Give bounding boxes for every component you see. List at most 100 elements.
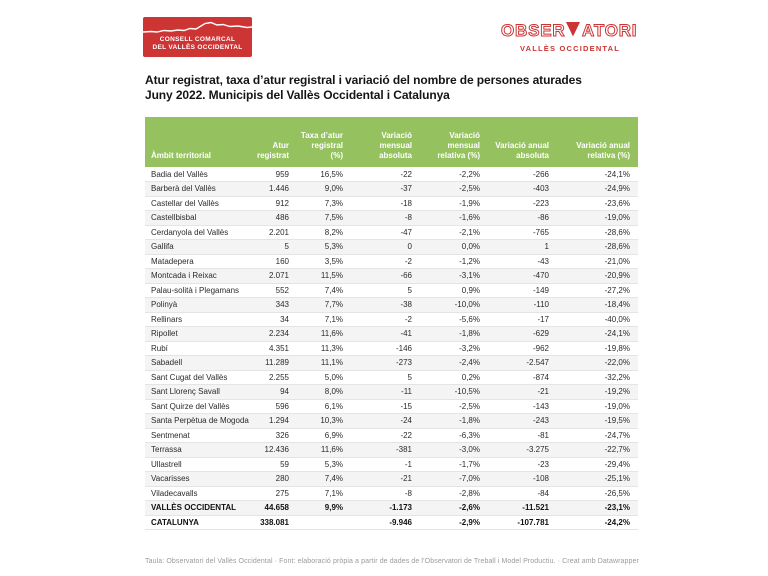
value-cell: 6,1% xyxy=(297,399,351,414)
territory-cell: Sant Llorenç Savall xyxy=(145,384,250,400)
value-cell: -110 xyxy=(488,297,557,313)
value-cell: -29,4% xyxy=(557,457,638,472)
value-cell: 8,0% xyxy=(297,384,351,400)
value-cell: -26,5% xyxy=(557,486,638,501)
value-cell: -2 xyxy=(351,254,420,269)
value-cell: -8 xyxy=(351,210,420,226)
value-cell: 343 xyxy=(250,297,297,313)
value-cell: 5 xyxy=(351,283,420,298)
value-cell: -28,6% xyxy=(557,225,638,240)
value-cell: -10,0% xyxy=(420,297,488,313)
value-cell: -27,2% xyxy=(557,283,638,298)
table-row: Barberà del Vallès 1.446 9,0% -37 -2,5% -403-… xyxy=(145,181,638,197)
table-row: Sant Cugat del Vallès 2.255 5,0% 5 0,2% -874-… xyxy=(145,370,638,385)
territory-cell: Ripollet xyxy=(145,326,250,342)
value-cell: 94 xyxy=(250,384,297,400)
value-cell: -2,2% xyxy=(420,167,488,182)
value-cell: -18,4% xyxy=(557,297,638,313)
value-cell: -24 xyxy=(351,413,420,429)
value-cell: -1,8% xyxy=(420,413,488,429)
title-line2: Juny 2022. Municipis del Vallès Occident… xyxy=(145,88,450,102)
value-cell: 959 xyxy=(250,167,297,182)
value-cell: -1.173 xyxy=(351,500,420,516)
table-header-row: Àmbit territorial Atur registrat Taxa d’at… xyxy=(145,117,638,167)
value-cell: -41 xyxy=(351,326,420,342)
observatori-wordmark-icon: OBSER ATORI xyxy=(501,21,638,41)
value-cell: -3.275 xyxy=(488,442,557,458)
value-cell: 44.658 xyxy=(250,500,297,516)
value-cell: -5,6% xyxy=(420,312,488,327)
value-cell: -28,6% xyxy=(557,239,638,255)
value-cell: -24,9% xyxy=(557,181,638,197)
territory-cell: Sentmenat xyxy=(145,428,250,443)
mountain-ridge-icon xyxy=(143,21,252,33)
value-cell: -11.521 xyxy=(488,500,557,516)
territory-cell: Sant Quirze del Vallès xyxy=(145,399,250,414)
consell-comarcal-logo-line2: DEL VALLÈS OCCIDENTAL xyxy=(152,44,243,51)
territory-cell: Ullastrell xyxy=(145,457,250,472)
value-cell: -3,0% xyxy=(420,442,488,458)
value-cell: -10,5% xyxy=(420,384,488,400)
value-cell: -470 xyxy=(488,268,557,284)
value-cell: -15 xyxy=(351,399,420,414)
value-cell: 11,6% xyxy=(297,326,351,342)
value-cell: -18 xyxy=(351,196,420,211)
value-cell: -243 xyxy=(488,413,557,429)
territory-cell: Rellinars xyxy=(145,312,250,327)
value-cell: -2.547 xyxy=(488,355,557,371)
value-cell: -2,1% xyxy=(420,225,488,240)
value-cell: -3,2% xyxy=(420,341,488,356)
value-cell: -1,9% xyxy=(420,196,488,211)
value-cell: -19,0% xyxy=(557,399,638,414)
territory-cell: Terrassa xyxy=(145,442,250,458)
value-cell: 9,9% xyxy=(297,500,351,516)
value-cell: -3,1% xyxy=(420,268,488,284)
value-cell: -81 xyxy=(488,428,557,443)
observatori-subtitle: VALLÈS OCCIDENTAL xyxy=(519,44,621,53)
value-cell: -32,2% xyxy=(557,370,638,385)
consell-comarcal-logo-line1: CONSELL COMARCAL xyxy=(159,36,236,43)
territory-cell: Barberà del Vallès xyxy=(145,181,250,197)
value-cell: -962 xyxy=(488,341,557,356)
value-cell: 596 xyxy=(250,399,297,414)
value-cell: -149 xyxy=(488,283,557,298)
table-row: Castellar del Vallès 912 7,3% -18 -1,9% -223-… xyxy=(145,196,638,211)
value-cell: 1 xyxy=(488,239,557,255)
value-cell: -629 xyxy=(488,326,557,342)
value-cell: -19,8% xyxy=(557,341,638,356)
value-cell: 2.234 xyxy=(250,326,297,342)
value-cell: 275 xyxy=(250,486,297,501)
value-cell: 3,5% xyxy=(297,254,351,269)
value-cell: -66 xyxy=(351,268,420,284)
value-cell: 4.351 xyxy=(250,341,297,356)
observatori-word-start: OBSER xyxy=(501,21,565,40)
value-cell: 7,1% xyxy=(297,486,351,501)
value-cell: -2,5% xyxy=(420,181,488,197)
value-cell: 0,0% xyxy=(420,239,488,255)
territory-cell: Castellar del Vallès xyxy=(145,196,250,211)
value-cell: 5,3% xyxy=(297,457,351,472)
value-cell: -2,9% xyxy=(420,514,488,530)
value-cell: -22 xyxy=(351,428,420,443)
observatori-word-end: ATORI xyxy=(582,21,637,40)
value-cell: -1 xyxy=(351,457,420,472)
table-row: Polinyà 343 7,7% -38 -10,0% -110 -18,4% xyxy=(145,297,638,313)
observatori-logo: OBSER ATORI VALLÈS OCCIDENTAL xyxy=(500,15,640,54)
territory-cell: Rubí xyxy=(145,341,250,356)
value-cell: -2,6% xyxy=(420,500,488,516)
value-cell: -2,8% xyxy=(420,486,488,501)
value-cell: -24,2% xyxy=(557,514,638,530)
column-header: Àmbit territorial xyxy=(145,117,250,167)
value-cell: -19,0% xyxy=(557,210,638,226)
value-cell: -23 xyxy=(488,457,557,472)
value-cell: 34 xyxy=(250,312,297,327)
value-cell: -19,5% xyxy=(557,413,638,429)
value-cell: -21 xyxy=(351,471,420,487)
value-cell: -107.781 xyxy=(488,514,557,530)
consell-comarcal-logo: CONSELL COMARCAL DEL VALLÈS OCCIDENTAL xyxy=(143,17,252,57)
value-cell: 280 xyxy=(250,471,297,487)
value-cell: 11,5% xyxy=(297,268,351,284)
table-row: Matadepera 160 3,5% -2 -1,2% -43 -21,0% xyxy=(145,254,638,269)
value-cell: -2 xyxy=(351,312,420,327)
table-row: Palau-solità i Plegamans 552 7,4% 5 0,9% -149… xyxy=(145,283,638,298)
